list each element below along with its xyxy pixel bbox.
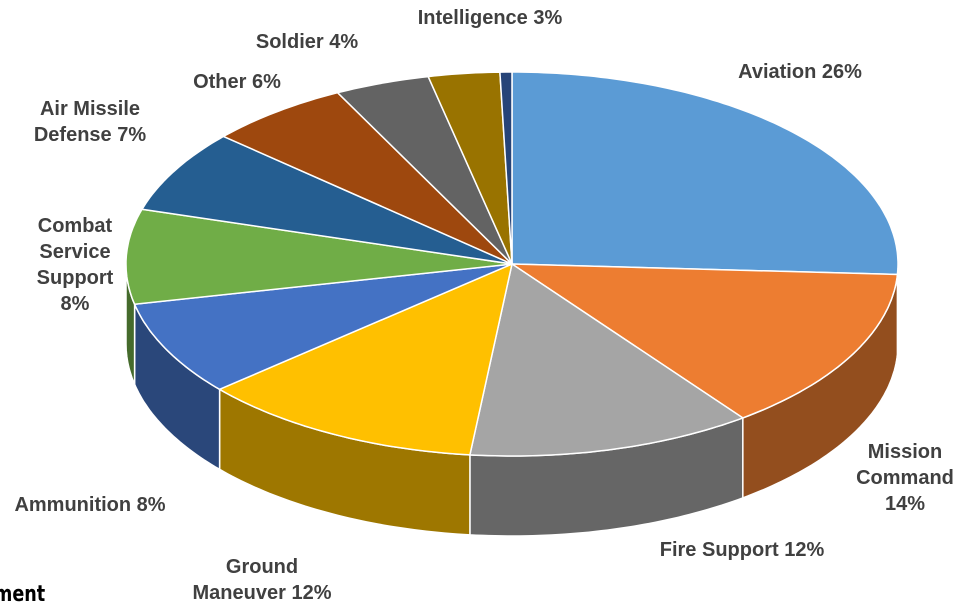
data-label: Air Missile Defense 7%: [5, 96, 175, 148]
label-name: Mission Command: [856, 441, 954, 489]
slice: [221, 91, 513, 265]
data-label: Intelligence 3%: [390, 5, 590, 31]
label-value: 4%: [329, 31, 359, 53]
label-name: Combat Service Support: [36, 215, 114, 289]
label-name: Other: [193, 71, 247, 93]
slice: [336, 75, 513, 265]
label-value: 8%: [60, 293, 90, 315]
slice: [499, 71, 513, 265]
slice: [133, 263, 513, 391]
label-value: 6%: [252, 71, 281, 93]
label-name: Ammunition: [14, 494, 132, 516]
data-label: Ammunition 8%: [10, 492, 170, 518]
data-label: Combat Service Support 8%: [20, 213, 130, 317]
data-label: Mission Command 14%: [845, 439, 965, 517]
clipped-text: ment: [0, 582, 46, 607]
slice: [509, 263, 899, 419]
slice: [125, 208, 513, 306]
data-label: Other 6%: [162, 69, 312, 95]
data-label: Fire Support 12%: [657, 537, 827, 563]
label-value: 14%: [884, 493, 926, 515]
label-value: 12%: [291, 582, 332, 604]
label-value: 7%: [117, 124, 147, 146]
data-label: Soldier 4%: [232, 29, 382, 55]
slice: [468, 262, 745, 457]
slice: [427, 71, 513, 265]
label-value: 3%: [533, 7, 563, 29]
label-name: Air Missile Defense: [33, 98, 141, 146]
label-name: Fire Support: [659, 539, 779, 561]
label-value: 8%: [136, 494, 166, 516]
label-value: 26%: [821, 61, 862, 83]
data-label: Aviation 26%: [690, 59, 910, 85]
data-label: Ground Maneuver 12%: [177, 554, 347, 606]
slice: [140, 135, 513, 265]
slice: [511, 71, 899, 276]
label-name: Ground Maneuver: [192, 556, 299, 604]
label-name: Aviation: [738, 61, 817, 83]
slice: [217, 262, 514, 456]
label-value: 12%: [784, 539, 825, 561]
label-name: Intelligence: [417, 7, 528, 29]
label-name: Soldier: [255, 31, 324, 53]
